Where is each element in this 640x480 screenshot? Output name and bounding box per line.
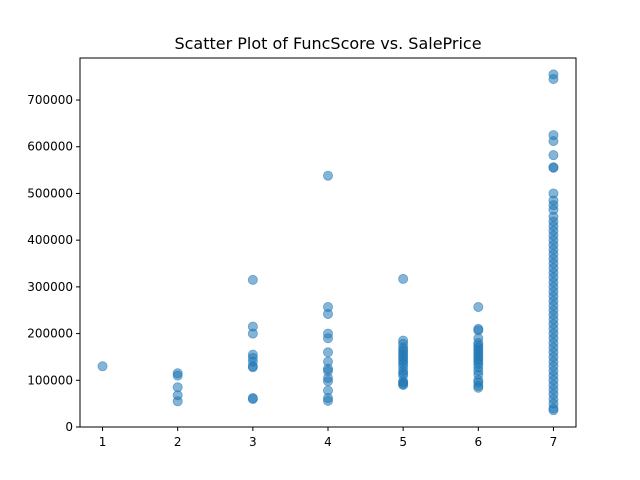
x-tick-label: 2 xyxy=(174,435,182,449)
scatter-point xyxy=(247,328,258,339)
x-tick-label: 6 xyxy=(474,435,482,449)
scatter-point xyxy=(247,274,258,285)
x-tick-label: 7 xyxy=(550,435,558,449)
scatter-point xyxy=(548,136,559,147)
scatter-point xyxy=(322,170,333,181)
x-axis-ticks: 1 2 3 4 5 6 7 xyxy=(99,427,558,449)
scatter-point xyxy=(247,393,258,404)
scatter-point xyxy=(473,301,484,312)
x-tick-label: 5 xyxy=(399,435,407,449)
scatter-point xyxy=(172,396,183,407)
y-tick-label: 300000 xyxy=(27,280,73,294)
scatter-point xyxy=(247,362,258,373)
y-tick-label: 700000 xyxy=(27,93,73,107)
y-tick-label: 500000 xyxy=(27,186,73,200)
y-tick-label: 600000 xyxy=(27,140,73,154)
y-axis-ticks: 0 100000 200000 300000 400000 500000 600000 700… xyxy=(27,93,80,434)
scatter-point xyxy=(548,405,559,416)
scatter-point xyxy=(322,395,333,406)
scatter-point xyxy=(548,162,559,173)
scatter-point xyxy=(473,382,484,393)
scatter-point xyxy=(322,376,333,387)
x-tick-label: 4 xyxy=(324,435,332,449)
x-tick-label: 3 xyxy=(249,435,257,449)
scatter-point xyxy=(322,333,333,344)
y-tick-label: 400000 xyxy=(27,233,73,247)
chart-title: Scatter Plot of FuncScore vs. SalePrice xyxy=(174,34,481,53)
scatter-point xyxy=(548,74,559,85)
scatter-point xyxy=(398,379,409,390)
scatter-point xyxy=(322,308,333,319)
scatter-point xyxy=(172,370,183,381)
points-layer xyxy=(97,69,559,416)
scatter-point xyxy=(398,273,409,284)
scatter-point xyxy=(97,361,108,372)
plot-frame xyxy=(79,57,577,428)
scatter-point xyxy=(548,150,559,161)
y-tick-label: 200000 xyxy=(27,327,73,341)
y-tick-label: 100000 xyxy=(27,373,73,387)
x-tick-label: 1 xyxy=(99,435,107,449)
scatter-point xyxy=(322,347,333,358)
y-tick-label: 0 xyxy=(65,420,73,434)
